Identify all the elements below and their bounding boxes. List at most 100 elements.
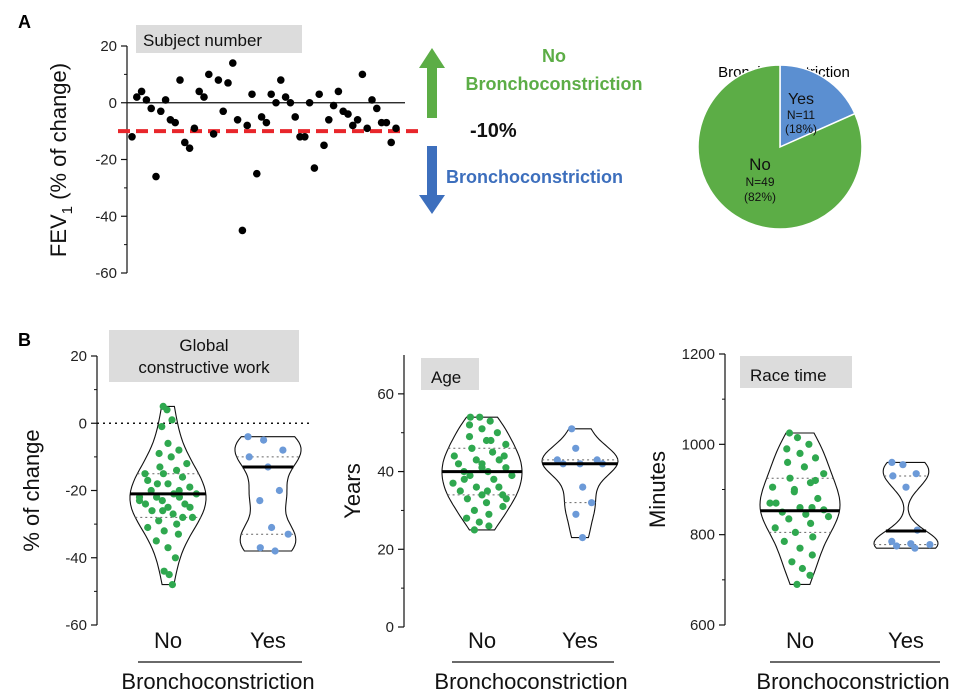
violin-point [169, 510, 177, 518]
violin-point [926, 541, 934, 549]
no-bronchoconstriction-annotation: No Bronchoconstriction [419, 46, 643, 118]
scatter-point [190, 124, 199, 133]
violin-point [245, 453, 253, 461]
violin-point [793, 434, 802, 442]
violin-point [824, 513, 833, 521]
scatter-y-tick-label: -20 [95, 152, 117, 169]
violin-point [806, 571, 814, 579]
scatter-point [329, 101, 338, 110]
scatter-point [248, 90, 256, 99]
scatter-point [243, 121, 251, 130]
scatter-point [334, 87, 343, 96]
violin-point [260, 436, 268, 444]
violin-point [911, 544, 919, 552]
violin-point [155, 449, 163, 458]
violin-point [148, 507, 156, 515]
violin-point [153, 480, 161, 488]
violin-point [807, 519, 815, 528]
violin-point [456, 487, 464, 495]
violin-point [769, 483, 777, 491]
violin-outline [873, 461, 939, 549]
violin-point [159, 470, 167, 478]
violin-point [186, 503, 194, 511]
violin-x-axis-title: Bronchoconstriction [434, 669, 627, 691]
violin-point [284, 530, 292, 538]
race-time-violin-chart: Race time 1200 1000 800 600 Minutes No Yes Bronc… [645, 346, 950, 691]
violin-point [476, 413, 484, 421]
violin-x-axis-title: Bronchoconstriction [121, 669, 314, 691]
scatter-point [310, 164, 319, 172]
violin-y-axis-title: Years [340, 463, 365, 518]
violin-point [470, 526, 478, 534]
violin-point [465, 433, 474, 441]
violin-point [902, 483, 910, 491]
violin-point [485, 510, 493, 518]
violin-point [780, 537, 788, 546]
violin-point [483, 487, 491, 495]
violin-point [771, 524, 779, 532]
violin-y-tick-label: 0 [79, 415, 87, 432]
violin-point [588, 499, 596, 507]
violin-point [163, 406, 171, 414]
scatter-point [281, 93, 290, 101]
scatter-point [382, 118, 391, 127]
violin-point [188, 513, 197, 522]
violin-point [144, 476, 152, 484]
violin-x-axis-title: Bronchoconstriction [756, 669, 949, 691]
violin-point [466, 413, 474, 421]
violin-point [470, 506, 478, 514]
violin-category-label: Yes [562, 628, 598, 653]
scatter-point [373, 104, 381, 113]
violin-title-box [421, 358, 479, 390]
violin-point [579, 483, 587, 491]
scatter-y-tick-label: -60 [95, 265, 117, 282]
scatter-y-tick-label: -40 [95, 208, 117, 225]
violin-point [800, 463, 809, 471]
scatter-point [142, 96, 151, 104]
bronchoconstriction-pie-chart: Bronchoconstriction YesN=11(18%)NoN=49(8… [697, 64, 863, 230]
violin-point [465, 421, 474, 429]
violin-point [808, 551, 816, 559]
pie-yes-pct: (18%) [785, 122, 817, 136]
no-bronch-label-line1: No [542, 46, 566, 66]
violin-point [144, 523, 152, 532]
scatter-point [262, 118, 271, 127]
violin-point [454, 460, 463, 468]
violin-point [796, 544, 804, 552]
violin-point [785, 429, 794, 437]
scatter-point [181, 138, 189, 147]
violin-point [490, 475, 498, 483]
scatter-point [161, 96, 170, 104]
scatter-point [267, 90, 276, 99]
violin-point [186, 483, 194, 491]
violin-point [155, 517, 163, 525]
violin-point [175, 446, 183, 454]
violin-point [158, 423, 166, 431]
violin-point [147, 486, 155, 495]
violin-y-axis-title: % of change [19, 429, 44, 551]
scatter-point [305, 98, 314, 107]
scatter-point [363, 124, 372, 133]
violin-point [888, 458, 896, 466]
age-violin-chart: Age 60 40 20 0 Years No Yes Bronchoconstriction [340, 355, 628, 691]
violin-point [790, 485, 799, 494]
bronchoconstriction-annotation: Bronchoconstriction [419, 146, 623, 214]
violin-y-axis-title: Minutes [645, 451, 670, 528]
violin-point [502, 495, 510, 503]
violin-y-tick-label: 40 [377, 464, 394, 481]
scatter-point [195, 87, 203, 96]
scatter-point [233, 115, 242, 124]
violin-point [164, 439, 172, 447]
violin-point [271, 547, 279, 555]
scatter-point [185, 144, 194, 152]
violin-point [475, 518, 483, 526]
scatter-point [291, 113, 300, 121]
violin-point [593, 456, 601, 464]
violin-point [468, 444, 476, 452]
scatter-point [219, 107, 227, 116]
violin-point [178, 473, 187, 481]
violin-title-line: Age [431, 368, 461, 387]
violin-point [495, 483, 503, 491]
violin-point [179, 513, 187, 522]
violin-point [809, 533, 817, 541]
